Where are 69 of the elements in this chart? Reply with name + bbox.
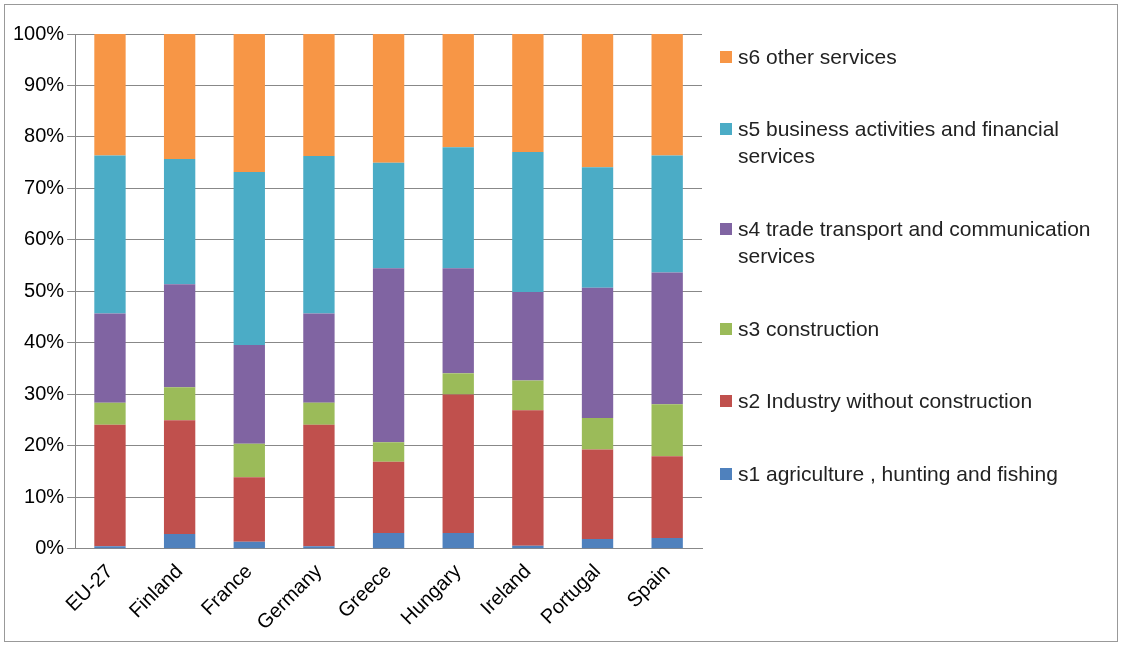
bar <box>512 34 544 152</box>
bar <box>94 402 126 425</box>
bar <box>163 34 196 160</box>
bar <box>442 394 474 533</box>
bar <box>651 456 683 539</box>
bar <box>651 272 683 405</box>
bar <box>303 156 335 314</box>
bar <box>163 387 196 421</box>
legend-label: s4 trade transport and communication services <box>738 216 1092 270</box>
y-tick-label: 60% <box>24 227 65 250</box>
bar <box>233 171 265 345</box>
legend-label: s5 business activities and financial services <box>738 116 1060 170</box>
bar <box>94 546 126 549</box>
bar <box>442 147 474 269</box>
bar <box>372 34 405 163</box>
legend-label: s1 agriculture , hunting and fishing <box>738 461 1058 488</box>
bar <box>512 410 544 546</box>
bar <box>303 424 335 547</box>
bar <box>372 162 405 269</box>
bar <box>651 155 683 273</box>
bar <box>303 402 335 425</box>
y-tick-label: 30% <box>24 381 65 404</box>
y-tick-label: 80% <box>24 124 65 147</box>
bar <box>163 420 196 534</box>
bar <box>372 461 405 533</box>
y-tick-label: 40% <box>24 330 65 353</box>
bar <box>372 532 405 549</box>
y-tick-label: 90% <box>24 73 65 95</box>
bar <box>233 477 265 542</box>
bar <box>442 532 474 549</box>
bar <box>512 151 544 292</box>
bar <box>372 268 405 443</box>
bar <box>512 291 544 381</box>
bar <box>303 546 335 549</box>
y-tick-label: 0% <box>35 536 65 559</box>
bar <box>581 34 614 168</box>
bar <box>303 313 335 403</box>
bar <box>233 443 265 478</box>
bar <box>581 418 614 450</box>
bar <box>233 34 265 172</box>
bar <box>581 539 614 549</box>
bar <box>372 442 405 462</box>
y-tick-label: 50% <box>24 278 65 301</box>
bar <box>581 287 614 419</box>
y-tick-label: 20% <box>24 433 65 456</box>
bar <box>651 538 683 549</box>
bar <box>651 34 683 156</box>
bar <box>581 167 614 288</box>
y-tick-label: 100% <box>13 21 65 44</box>
bar <box>233 344 265 444</box>
bar <box>94 34 126 156</box>
bar <box>303 34 335 157</box>
bar <box>512 380 544 411</box>
bar <box>442 268 474 374</box>
bar <box>94 424 126 547</box>
bar <box>442 373 474 395</box>
bar <box>651 404 683 457</box>
bar <box>163 159 196 285</box>
legend-label: s6 other services <box>738 43 897 70</box>
y-tick-label: 10% <box>24 484 65 507</box>
bar <box>94 313 126 403</box>
y-tick-label: 70% <box>24 175 65 198</box>
legend-label: s2 Industry without construction <box>738 388 1033 415</box>
bar <box>581 449 614 540</box>
bar <box>94 155 126 314</box>
legend-label: s3 construction <box>738 315 880 342</box>
bar <box>163 533 196 549</box>
bar <box>163 284 196 388</box>
bar <box>442 34 474 148</box>
